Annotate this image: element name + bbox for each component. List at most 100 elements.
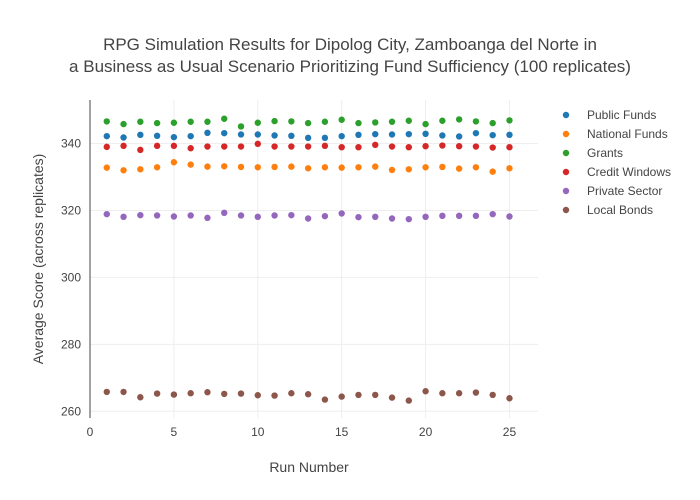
data-point[interactable] <box>221 209 228 217</box>
data-point[interactable] <box>472 118 480 125</box>
legend-item-public-funds[interactable]: Public Funds <box>562 108 657 122</box>
data-point[interactable] <box>221 163 228 170</box>
data-point[interactable] <box>321 118 329 125</box>
data-point[interactable] <box>237 390 245 397</box>
data-point[interactable] <box>137 146 144 154</box>
data-point[interactable] <box>405 117 413 124</box>
data-point[interactable] <box>153 132 161 140</box>
data-point[interactable] <box>489 119 496 127</box>
data-point[interactable] <box>321 396 329 403</box>
data-point[interactable] <box>153 212 161 219</box>
data-point[interactable] <box>137 118 144 125</box>
data-point[interactable] <box>170 159 178 166</box>
data-point[interactable] <box>338 393 345 400</box>
data-point[interactable] <box>338 132 345 140</box>
data-point[interactable] <box>422 164 429 171</box>
data-point[interactable] <box>187 161 194 168</box>
data-point[interactable] <box>170 391 178 398</box>
data-point[interactable] <box>405 166 413 173</box>
data-point[interactable] <box>355 391 362 399</box>
data-point[interactable] <box>489 131 496 139</box>
data-point[interactable] <box>372 391 379 399</box>
data-point[interactable] <box>388 118 396 125</box>
data-point[interactable] <box>288 132 295 140</box>
data-point[interactable] <box>338 164 345 171</box>
data-point[interactable] <box>506 143 513 151</box>
data-point[interactable] <box>187 132 194 140</box>
data-point[interactable] <box>170 133 178 141</box>
data-point[interactable] <box>372 213 379 221</box>
data-point[interactable] <box>187 118 194 125</box>
data-point[interactable] <box>170 213 178 220</box>
data-point[interactable] <box>506 117 513 124</box>
data-point[interactable] <box>221 390 228 398</box>
data-point[interactable] <box>439 132 446 139</box>
data-point[interactable] <box>120 120 127 128</box>
data-point[interactable] <box>153 119 161 127</box>
data-point[interactable] <box>388 215 396 222</box>
data-point[interactable] <box>472 212 480 220</box>
data-point[interactable] <box>388 166 396 174</box>
data-point[interactable] <box>455 390 463 397</box>
data-point[interactable] <box>254 119 261 126</box>
data-point[interactable] <box>405 130 413 138</box>
data-point[interactable] <box>422 130 429 138</box>
data-point[interactable] <box>254 140 261 148</box>
data-point[interactable] <box>304 119 312 127</box>
data-point[interactable] <box>506 131 513 139</box>
data-point[interactable] <box>455 142 463 150</box>
data-point[interactable] <box>153 390 161 397</box>
data-point[interactable] <box>439 212 446 220</box>
data-point[interactable] <box>455 165 463 172</box>
data-point[interactable] <box>187 145 194 152</box>
data-point[interactable] <box>338 210 345 217</box>
data-point[interactable] <box>221 129 228 137</box>
data-point[interactable] <box>137 211 144 219</box>
data-point[interactable] <box>288 118 295 125</box>
data-point[interactable] <box>187 212 194 219</box>
data-point[interactable] <box>204 163 211 170</box>
data-point[interactable] <box>304 134 312 142</box>
data-point[interactable] <box>288 163 295 170</box>
data-point[interactable] <box>455 116 463 123</box>
data-point[interactable] <box>271 143 278 150</box>
data-point[interactable] <box>271 117 278 125</box>
data-point[interactable] <box>405 397 413 404</box>
data-point[interactable] <box>472 143 480 150</box>
data-point[interactable] <box>204 214 211 222</box>
data-point[interactable] <box>405 215 413 223</box>
data-point[interactable] <box>153 142 161 150</box>
data-point[interactable] <box>103 388 110 396</box>
data-point[interactable] <box>120 213 127 221</box>
data-point[interactable] <box>355 119 362 127</box>
data-point[interactable] <box>489 168 496 175</box>
data-point[interactable] <box>506 165 513 172</box>
data-point[interactable] <box>103 143 110 151</box>
data-point[interactable] <box>405 143 413 151</box>
legend[interactable]: Public Funds National Funds Grants Credit W… <box>562 108 671 217</box>
data-point[interactable] <box>271 163 278 171</box>
data-point[interactable] <box>288 211 295 219</box>
data-point[interactable] <box>455 212 463 220</box>
data-point[interactable] <box>254 392 261 399</box>
data-point[interactable] <box>372 141 379 149</box>
data-point[interactable] <box>120 388 127 396</box>
data-point[interactable] <box>237 143 245 150</box>
data-point[interactable] <box>489 391 496 399</box>
data-point[interactable] <box>338 143 345 151</box>
data-point[interactable] <box>254 213 261 221</box>
data-point[interactable] <box>472 129 480 137</box>
data-point[interactable] <box>204 118 211 125</box>
data-point[interactable] <box>372 119 379 126</box>
data-point[interactable] <box>137 131 144 139</box>
data-point[interactable] <box>237 163 245 171</box>
data-point[interactable] <box>489 210 496 218</box>
data-point[interactable] <box>137 394 144 401</box>
data-point[interactable] <box>422 213 429 221</box>
data-point[interactable] <box>221 143 228 150</box>
data-point[interactable] <box>170 119 178 126</box>
data-point[interactable] <box>472 389 480 396</box>
data-point[interactable] <box>472 164 480 171</box>
data-point[interactable] <box>103 210 110 218</box>
data-point[interactable] <box>439 163 446 171</box>
